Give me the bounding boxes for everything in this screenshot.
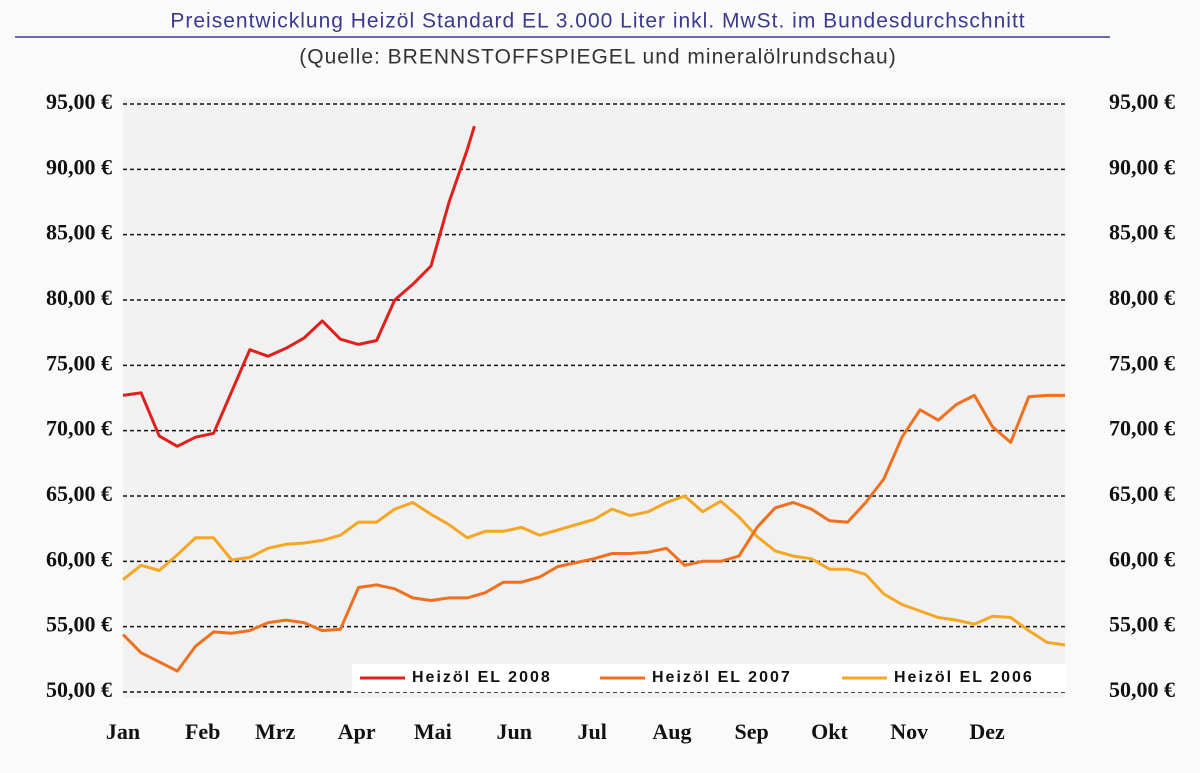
x-tick-label: Okt xyxy=(811,719,848,744)
y-tick-label: 70,00 € xyxy=(46,416,112,441)
y-tick-label: 65,00 € xyxy=(46,481,112,506)
x-tick-label: Mrz xyxy=(255,719,296,744)
chart-subtitle: (Quelle: BRENNSTOFFSPIEGEL und mineralöl… xyxy=(299,46,896,69)
y2-tick-label: 55,00 € xyxy=(1109,612,1175,637)
legend-box xyxy=(352,664,1065,692)
y2-tick-label: 90,00 € xyxy=(1109,154,1175,179)
chart-title: Preisentwicklung Heizöl Standard EL 3.00… xyxy=(170,10,1025,33)
y2-tick-label: 95,00 € xyxy=(1109,89,1175,114)
y2-tick-label: 70,00 € xyxy=(1109,416,1175,441)
y-tick-label: 85,00 € xyxy=(46,220,112,245)
series-line xyxy=(122,494,1066,647)
x-tick-label: Feb xyxy=(185,719,220,744)
series-line xyxy=(122,125,476,448)
x-tick-label: Dez xyxy=(969,719,1005,744)
legend-label: Heizöl EL 2008 xyxy=(412,669,552,686)
y-tick-label: 55,00 € xyxy=(46,612,112,637)
y-tick-label: 95,00 € xyxy=(46,89,112,114)
plot-area xyxy=(123,98,1065,698)
x-tick-label: Nov xyxy=(890,719,928,744)
x-tick-label: Sep xyxy=(734,719,768,744)
legend-label: Heizöl EL 2006 xyxy=(894,669,1034,686)
x-tick-label: Apr xyxy=(338,719,376,744)
series-line xyxy=(121,393,1065,673)
x-tick-label: Mai xyxy=(414,719,452,744)
y2-tick-label: 80,00 € xyxy=(1109,285,1175,310)
x-tick-label: Jul xyxy=(578,719,607,744)
y-tick-label: 50,00 € xyxy=(46,677,112,702)
legend-label: Heizöl EL 2007 xyxy=(652,669,792,686)
x-tick-label: Jun xyxy=(497,719,532,744)
y2-tick-label: 75,00 € xyxy=(1109,350,1175,375)
y-tick-label: 75,00 € xyxy=(46,350,112,375)
y2-tick-label: 85,00 € xyxy=(1109,220,1175,245)
x-tick-label: Aug xyxy=(652,719,691,744)
y-tick-label: 80,00 € xyxy=(46,285,112,310)
y-tick-label: 90,00 € xyxy=(46,154,112,179)
y2-tick-label: 60,00 € xyxy=(1109,546,1175,571)
x-tick-label: Jan xyxy=(106,719,140,744)
y2-tick-label: 65,00 € xyxy=(1109,481,1175,506)
y-tick-label: 60,00 € xyxy=(46,546,112,571)
y2-tick-label: 50,00 € xyxy=(1109,677,1175,702)
